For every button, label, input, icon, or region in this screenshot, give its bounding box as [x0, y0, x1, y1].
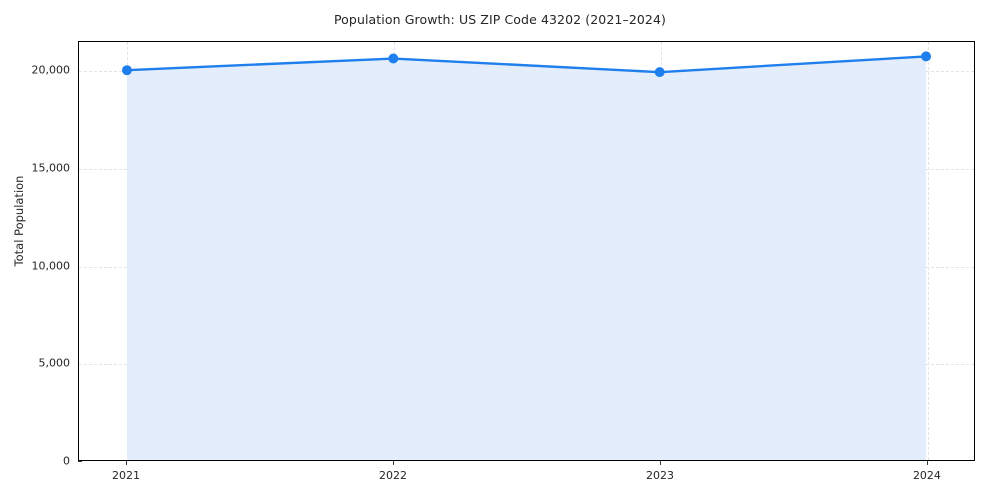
x-axis-tick-marks: [78, 461, 975, 491]
data-point-marker-2024: [921, 51, 932, 62]
data-point-marker-2022: [388, 53, 399, 64]
x-tick-label-2: 2023: [645, 469, 674, 482]
chart-title: Population Growth: US ZIP Code 43202 (20…: [333, 12, 667, 27]
plot-area: [78, 41, 975, 461]
y-tick-label-0: 0: [63, 454, 70, 468]
y-tick-label-1: 5,000: [38, 356, 71, 370]
population-line: [125, 55, 928, 74]
x-tick-mark-2: [659, 461, 661, 465]
x-tick-mark-3: [926, 461, 928, 465]
y-tick-label-3: 15,000: [31, 161, 71, 175]
y-tick-label-2: 10,000: [31, 259, 71, 273]
x-tick-label-0: 2021: [112, 469, 141, 482]
population-line-series: [121, 51, 932, 460]
data-point-marker-2023: [654, 67, 665, 78]
x-tick-label-3: 2024: [912, 469, 941, 482]
y-axis-tick-labels: 0 5,000 10,000 15,000 20,000: [0, 41, 71, 468]
population-area-fill: [126, 56, 927, 460]
data-point-marker-2021: [121, 65, 132, 76]
y-tick-mark-0: [78, 461, 82, 462]
gridline-x-3: [927, 42, 929, 460]
y-tick-label-4: 20,000: [31, 63, 71, 77]
x-tick-mark-0: [126, 461, 128, 465]
x-axis-tick-labels: 2021 2022 2023 2024: [78, 461, 975, 491]
x-tick-label-1: 2022: [379, 469, 408, 482]
x-tick-mark-1: [393, 461, 395, 465]
